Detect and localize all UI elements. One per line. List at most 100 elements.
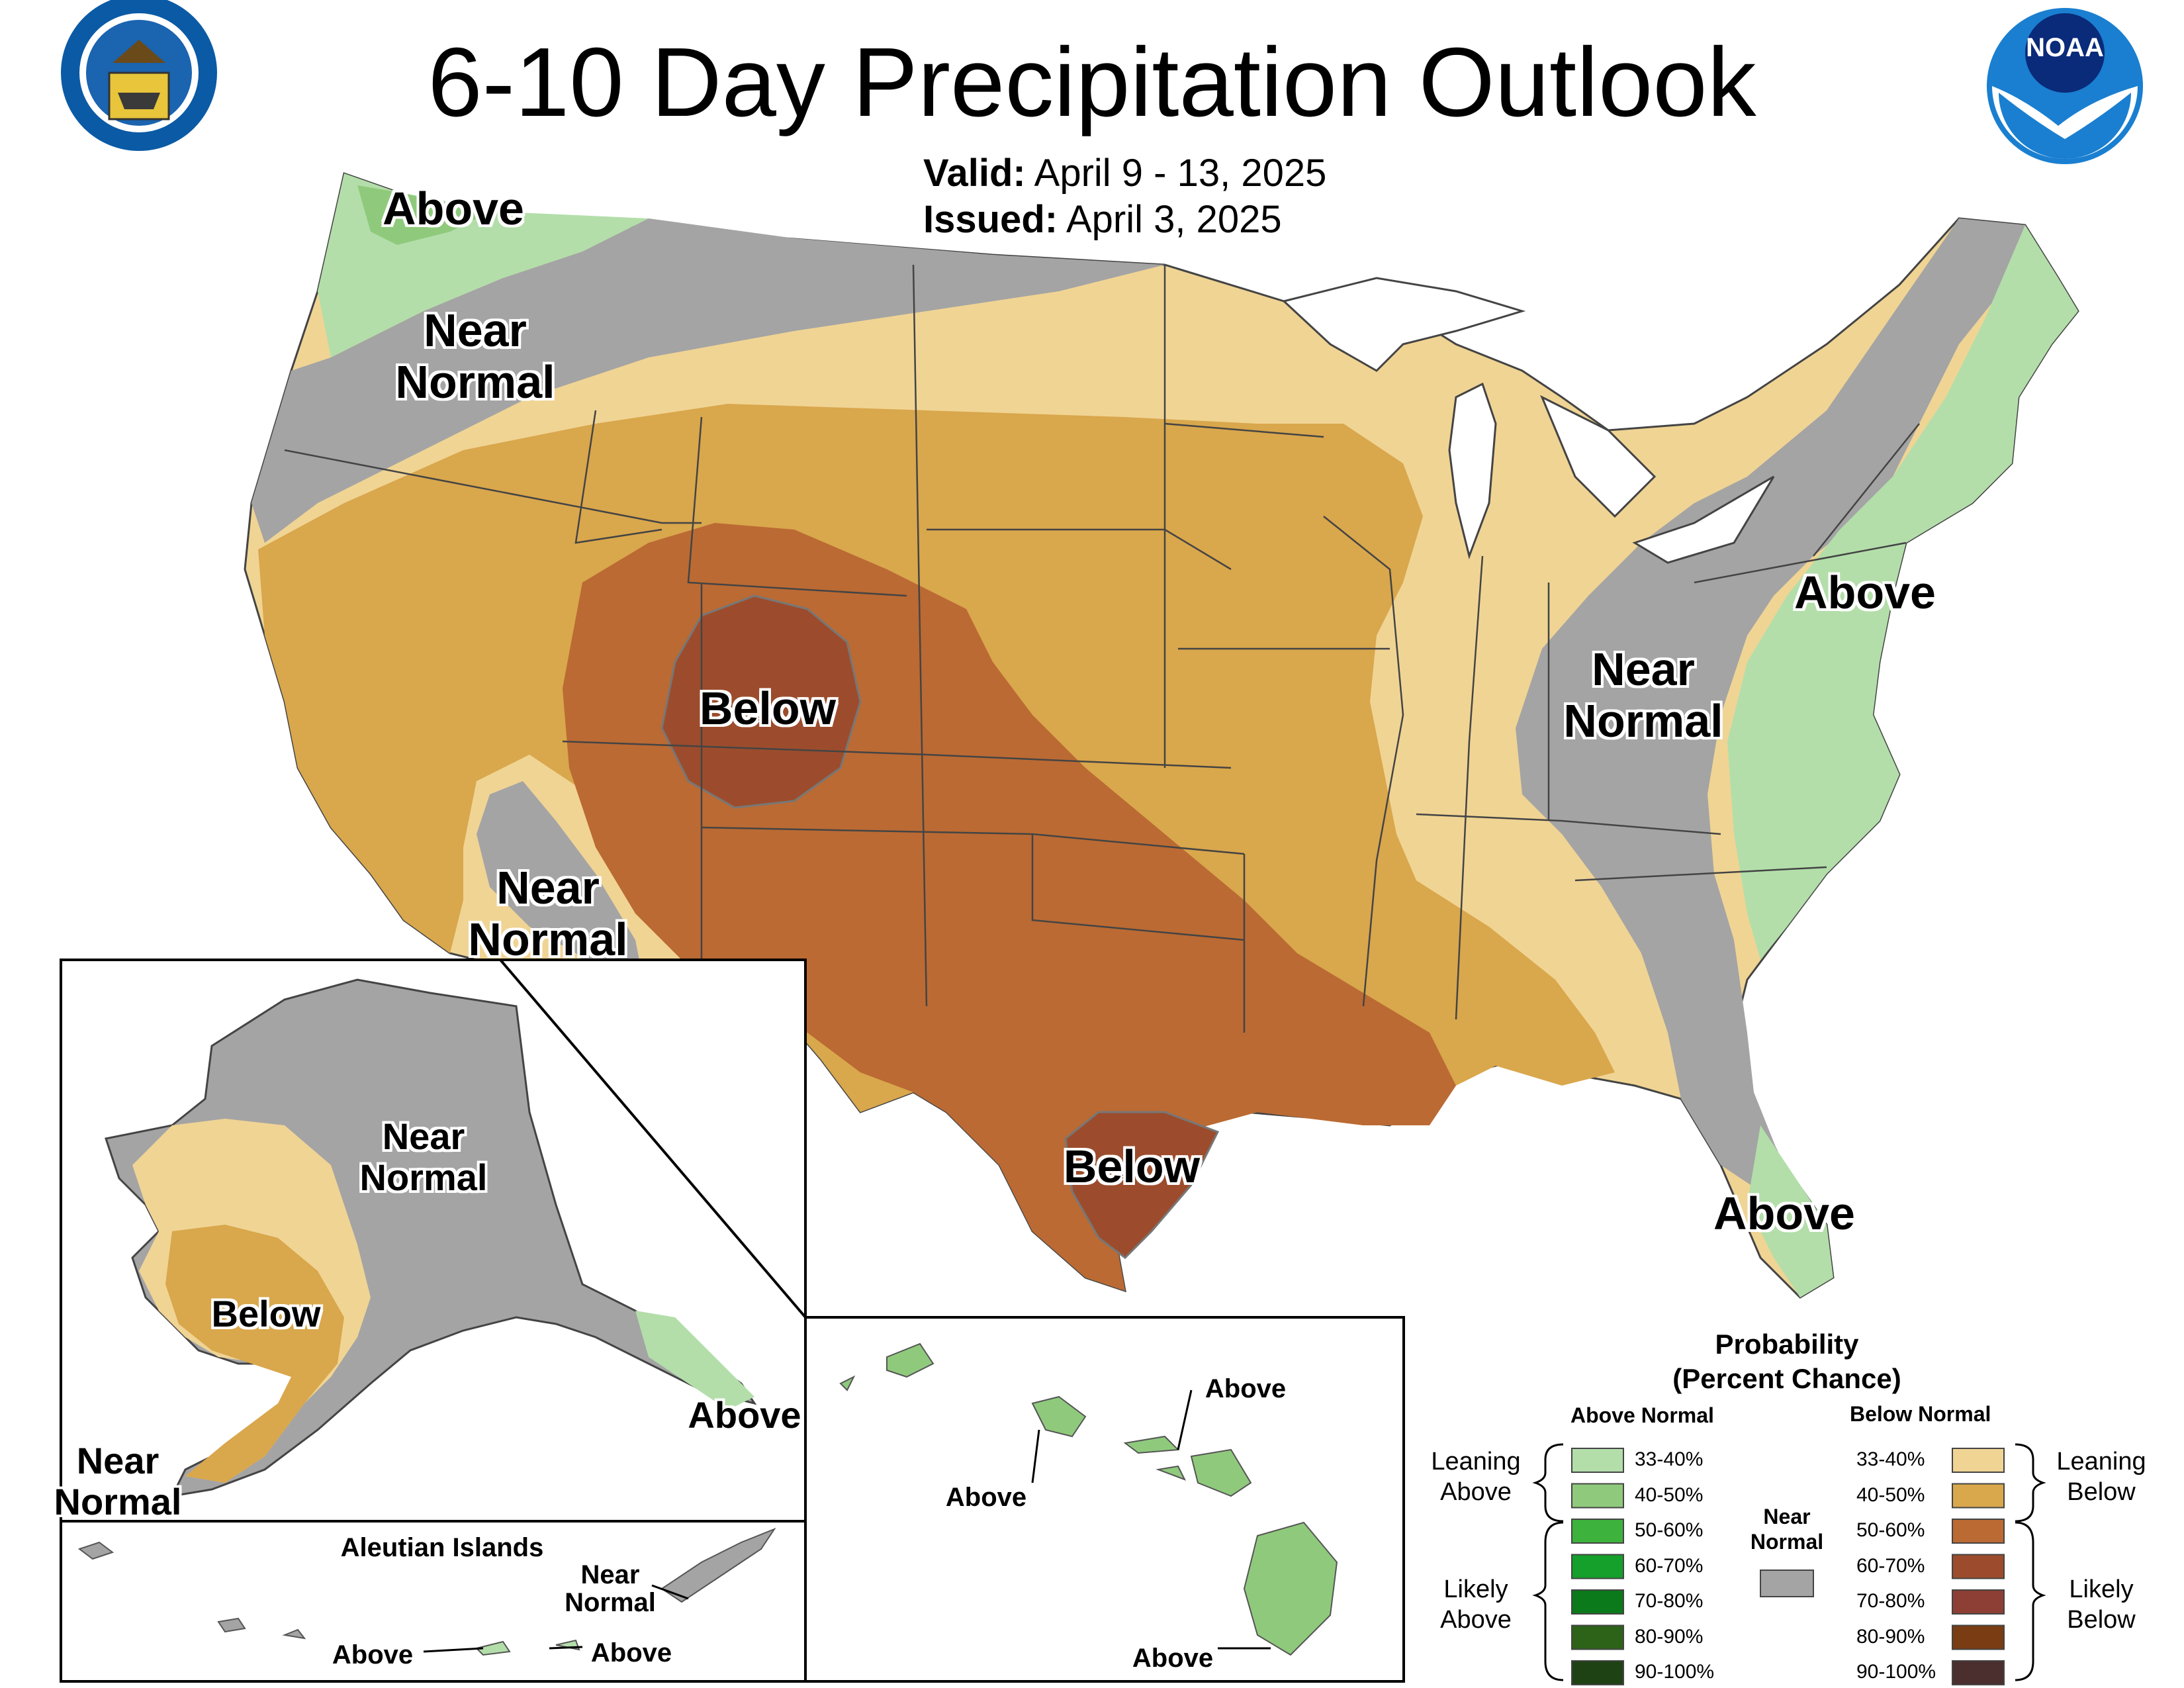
legend-below-swatch [1952, 1660, 2005, 1685]
legend-below-header: Below Normal [1850, 1402, 1991, 1426]
label-near-word: Near [382, 1115, 465, 1157]
legend-below-word: Below [2067, 1478, 2136, 1506]
inset-connector [499, 959, 807, 1319]
legend-title-line1: Probability [1715, 1329, 1859, 1360]
label-above-nw: Above [383, 183, 524, 234]
valid-value: April 9 - 13, 2025 [1034, 152, 1327, 195]
noaa-logo-text: NOAA [2026, 33, 2104, 62]
legend-below-swatch [1952, 1589, 2005, 1615]
legend-below-pct-label: 40-50% [1856, 1483, 1925, 1506]
legend-above-pct-label: 80-90% [1635, 1625, 1704, 1648]
label-above-hawaii-big: Above [1132, 1644, 1214, 1673]
legend-leaning-word: Leaning [2056, 1448, 2146, 1476]
hawaii-inset [804, 1316, 1405, 1683]
legend-above-header: Above Normal [1570, 1403, 1714, 1427]
near-nevada-region [477, 781, 649, 1006]
label-below-colorado: Below [699, 682, 837, 734]
legend-below-pct-label: 70-80% [1856, 1590, 1925, 1612]
issued-line: Issued: April 3, 2025 [923, 197, 1282, 242]
legend-above-pct-label: 40-50% [1635, 1483, 1704, 1506]
label-above-east: Above [1794, 567, 1936, 618]
legend-likely-word: Likely [1443, 1575, 1508, 1603]
label-near-word: Near [1592, 643, 1695, 695]
label-above-florida: Above [1713, 1188, 1855, 1239]
legend-below-swatch [1952, 1624, 2005, 1650]
legend-below-pct-label: 33-40% [1856, 1448, 1925, 1470]
near-east-region [1516, 218, 2025, 1192]
legend-above-swatch [1571, 1589, 1624, 1615]
aleutian-near-leader [651, 1584, 689, 1600]
label-normal-word: Normal [1563, 695, 1723, 747]
legend-above-word: Above [1440, 1606, 1512, 1634]
label-above-aleutian-east: Above [590, 1638, 672, 1667]
hi-above-leader-maui [1177, 1389, 1193, 1450]
legend-below-swatch [1952, 1448, 2005, 1473]
aleutian-title: Aleutian Islands [340, 1533, 544, 1562]
legend-below-pct-label: 90-100% [1856, 1661, 1936, 1683]
legend-above-swatch [1571, 1554, 1624, 1579]
legend-title-line2: (Percent Chance) [1672, 1363, 1901, 1394]
legend-likely-below: Likely Below [2048, 1574, 2154, 1635]
legend-below-pct-label: 60-70% [1856, 1554, 1925, 1577]
legend-above-swatch [1571, 1519, 1624, 1544]
aleutian-above-leader-1 [423, 1647, 484, 1653]
label-above-aleutian-west: Above [332, 1640, 414, 1669]
legend-below-swatch [1952, 1554, 2005, 1579]
legend-normal-word: Normal [1750, 1530, 1824, 1554]
conus-map [244, 172, 2079, 1299]
hi-above-leader-kauai [1031, 1429, 1040, 1483]
label-normal-word: Normal [359, 1156, 488, 1198]
legend-below-swatch [1952, 1519, 2005, 1544]
legend-near-normal: Near Normal [1734, 1504, 1840, 1554]
valid-line: Valid: April 9 - 13, 2025 [923, 151, 1326, 195]
legend-above-word: Above [1440, 1478, 1512, 1506]
legend-above-pct-label: 70-80% [1635, 1590, 1704, 1612]
label-above-hawaii-maui: Above [1205, 1374, 1287, 1403]
label-near-normal-east: Near Normal [1563, 643, 1723, 747]
label-normal-word: Normal [395, 356, 555, 408]
legend-below-pct-label: 80-90% [1856, 1625, 1925, 1648]
legend-leaning-above: Leaning Above [1423, 1446, 1529, 1507]
aleutian-above-leader-2 [549, 1646, 583, 1650]
label-near-normal-nw: Near Normal [395, 305, 555, 408]
legend-above-swatch [1571, 1483, 1624, 1509]
page-title: 6-10 Day Precipitation Outlook [428, 28, 1756, 137]
alaska-land [105, 978, 757, 1497]
label-near-normal-aleutian: Near Normal [565, 1561, 656, 1617]
legend-above-swatch [1571, 1448, 1624, 1473]
legend-above-pct-label: 90-100% [1635, 1661, 1715, 1683]
legend-below-pct-label: 50-60% [1856, 1519, 1925, 1541]
legend-near-normal-swatch [1760, 1570, 1814, 1597]
above-nw-40-50 [357, 185, 490, 245]
legend-above-swatch [1571, 1660, 1624, 1685]
noaa-logo-icon [1987, 8, 2143, 164]
alaska-below-40 [165, 1225, 344, 1483]
label-near-normal-alaska: Near Normal [360, 1116, 488, 1198]
label-near-word: Near [496, 862, 600, 914]
alaska-inset [60, 959, 807, 1683]
label-normal-word: Normal [468, 914, 628, 965]
legend-above-pct-label: 60-70% [1635, 1554, 1704, 1577]
issued-label: Issued: [923, 198, 1058, 241]
alaska-panhandle-above [635, 1311, 754, 1410]
label-near-word: Near [424, 305, 527, 356]
legend-above-pct-label: 50-60% [1635, 1519, 1704, 1541]
legend-swatches [1571, 1448, 2005, 1685]
legend-braces [1532, 1443, 2046, 1681]
issued-value: April 3, 2025 [1066, 198, 1282, 241]
aleutian-islands-chain [77, 1527, 776, 1640]
legend-likely-word: Likely [2069, 1575, 2134, 1603]
legend-likely-above: Likely Above [1423, 1574, 1529, 1635]
label-near-word: Near [580, 1560, 640, 1589]
legend-leaning-below: Leaning Below [2048, 1446, 2154, 1507]
label-below-texas: Below [1063, 1141, 1201, 1192]
label-normal-word: Normal [54, 1481, 182, 1523]
label-near-word: Near [76, 1440, 159, 1481]
legend-below-swatch [1952, 1483, 2005, 1509]
above-east-region [1727, 225, 2078, 960]
legend-leaning-word: Leaning [1431, 1448, 1521, 1476]
doc-seal-icon [61, 0, 217, 151]
below-60-70-texas [1064, 1111, 1220, 1259]
label-near-normal-sw-alaska: Near Normal [54, 1440, 182, 1523]
